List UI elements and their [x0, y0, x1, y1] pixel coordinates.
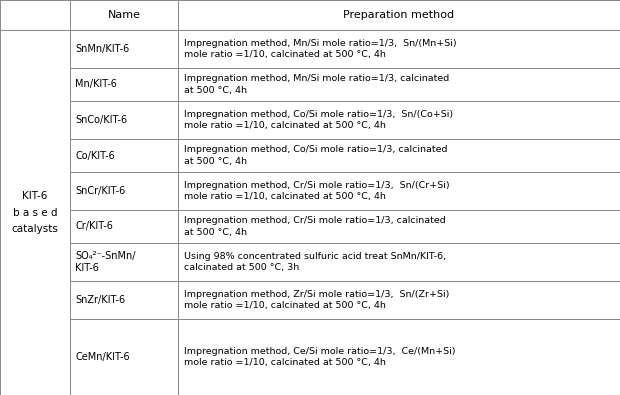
Text: Impregnation method, Co/Si mole ratio=1/3, calcinated
at 500 °C, 4h: Impregnation method, Co/Si mole ratio=1/… [184, 145, 448, 166]
Bar [0, 30, 70, 395]
Bar [178, 0, 620, 30]
Bar [70, 30, 178, 68]
Text: Mn/KIT-6: Mn/KIT-6 [75, 79, 117, 90]
Bar [70, 281, 178, 319]
Bar [178, 319, 620, 395]
Bar [70, 243, 178, 281]
Text: Impregnation method, Mn/Si mole ratio=1/3,  Sn/(Mn+Si)
mole ratio =1/10, calcina: Impregnation method, Mn/Si mole ratio=1/… [184, 39, 456, 59]
Bar [70, 101, 178, 139]
Text: Impregnation method, Cr/Si mole ratio=1/3, calcinated
at 500 °C, 4h: Impregnation method, Cr/Si mole ratio=1/… [184, 216, 446, 237]
Text: Preparation method: Preparation method [343, 10, 454, 20]
Text: Impregnation method, Zr/Si mole ratio=1/3,  Sn/(Zr+Si)
mole ratio =1/10, calcina: Impregnation method, Zr/Si mole ratio=1/… [184, 290, 450, 310]
Text: SnMn/KIT-6: SnMn/KIT-6 [75, 44, 129, 54]
Text: KIT-6
b a s e d
catalysts: KIT-6 b a s e d catalysts [12, 191, 58, 234]
Text: Co/KIT-6: Co/KIT-6 [75, 150, 115, 160]
Bar [178, 243, 620, 281]
Bar [178, 68, 620, 101]
Text: Impregnation method, Cr/Si mole ratio=1/3,  Sn/(Cr+Si)
mole ratio =1/10, calcina: Impregnation method, Cr/Si mole ratio=1/… [184, 181, 450, 201]
Text: Using 98% concentrated sulfuric acid treat SnMn/KIT-6,
calcinated at 500 °C, 3h: Using 98% concentrated sulfuric acid tre… [184, 252, 446, 272]
Bar [70, 139, 178, 172]
Bar [178, 139, 620, 172]
Bar [70, 319, 178, 395]
Text: SnCr/KIT-6: SnCr/KIT-6 [75, 186, 125, 196]
Bar [70, 0, 178, 30]
Bar [0, 0, 70, 30]
Text: Name: Name [107, 10, 141, 20]
Bar [70, 210, 178, 243]
Bar [178, 172, 620, 210]
Text: Impregnation method, Co/Si mole ratio=1/3,  Sn/(Co+Si)
mole ratio =1/10, calcina: Impregnation method, Co/Si mole ratio=1/… [184, 110, 453, 130]
Bar [178, 101, 620, 139]
Bar [178, 30, 620, 68]
Bar [70, 172, 178, 210]
Text: Cr/KIT-6: Cr/KIT-6 [75, 222, 113, 231]
Bar [70, 68, 178, 101]
Bar [178, 281, 620, 319]
Text: CeMn/KIT-6: CeMn/KIT-6 [75, 352, 130, 362]
Text: SnCo/KIT-6: SnCo/KIT-6 [75, 115, 127, 125]
Text: Impregnation method, Mn/Si mole ratio=1/3, calcinated
at 500 °C, 4h: Impregnation method, Mn/Si mole ratio=1/… [184, 74, 450, 95]
Text: SnZr/KIT-6: SnZr/KIT-6 [75, 295, 125, 305]
Text: Impregnation method, Ce/Si mole ratio=1/3,  Ce/(Mn+Si)
mole ratio =1/10, calcina: Impregnation method, Ce/Si mole ratio=1/… [184, 347, 456, 367]
Text: SO₄²⁻-SnMn/
KIT-6: SO₄²⁻-SnMn/ KIT-6 [75, 250, 136, 273]
Bar [178, 210, 620, 243]
